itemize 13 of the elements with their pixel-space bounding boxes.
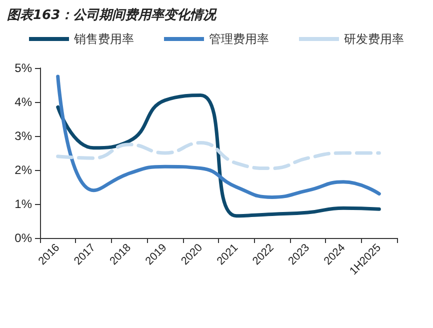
chart-title: 图表163：公司期间费用率变化情况 (7, 7, 218, 23)
legend-label: 销售费用率 (73, 32, 134, 46)
legend-label: 管理费用率 (209, 32, 269, 46)
y-tick-label: 3% (14, 129, 32, 143)
legend-label: 研发费用率 (344, 32, 404, 46)
y-tick-label: 1% (14, 197, 32, 211)
y-tick-label: 4% (14, 95, 32, 109)
y-tick-label: 2% (14, 163, 32, 177)
y-tick-label: 5% (14, 61, 32, 75)
line-series (56, 93, 381, 218)
line-series (56, 74, 381, 199)
y-tick-label: 0% (14, 231, 32, 245)
line-series (56, 141, 381, 170)
